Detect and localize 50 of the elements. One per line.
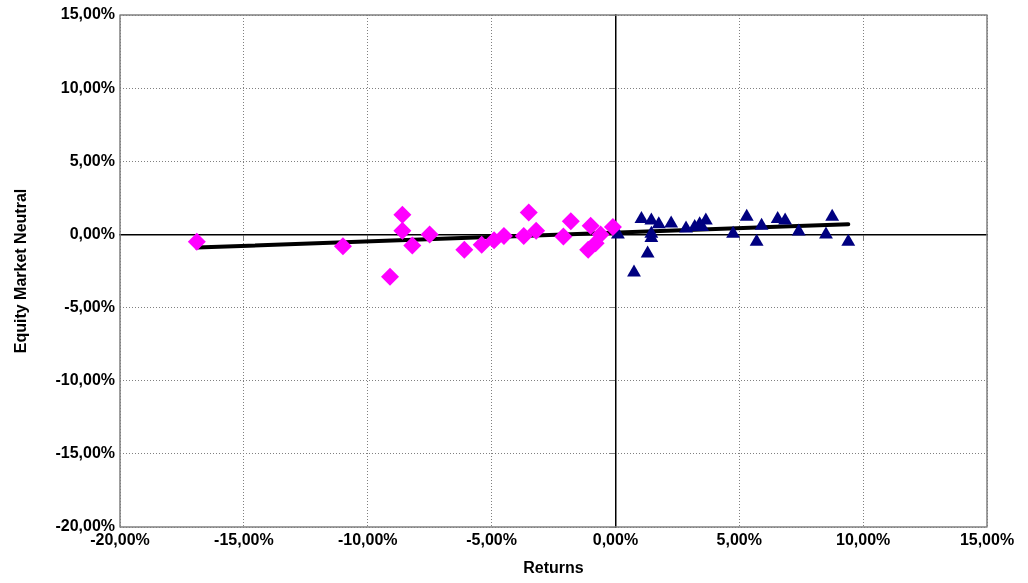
point [187,232,206,251]
point [527,221,546,240]
y-tick-label: 0,00% [69,224,115,242]
point [825,208,840,221]
x-tick-label: -10,00% [337,531,398,549]
point [778,212,793,225]
point [754,217,769,230]
x-axis-title: Returns [523,559,584,577]
point [819,226,833,239]
point [634,211,649,224]
point [603,218,622,237]
point [561,212,580,231]
y-tick-label: -10,00% [55,371,115,389]
point [554,227,573,246]
point [485,231,504,250]
point [472,235,491,254]
x-tick-label: 15,00% [959,531,1015,549]
y-tick-label: 10,00% [60,78,115,96]
point [679,220,693,233]
point [651,216,666,229]
point [664,215,679,228]
x-tick-label: 10,00% [836,531,891,549]
point [403,236,422,255]
point [841,233,856,246]
y-axis-title: Equity Market Neutral [12,188,30,354]
point [640,245,655,258]
point [749,233,764,246]
point [381,267,400,286]
point [514,226,533,245]
point [627,264,641,277]
y-tick-label: -15,00% [55,444,115,462]
point [519,203,538,222]
x-tick-label: -5,00% [466,531,517,549]
point [591,225,610,244]
x-tick-label: -15,00% [214,531,274,549]
point [739,208,754,221]
point [455,240,474,259]
point [420,225,439,244]
y-tick-label: 15,00% [60,5,115,23]
point [333,237,352,256]
point [791,223,806,236]
x-tick-label: 5,00% [716,531,762,549]
y-tick-label: 5,00% [69,151,115,169]
point [726,225,741,238]
point [393,221,412,240]
x-tick-label: 0,00% [592,531,639,549]
point [644,225,659,238]
point [393,205,412,224]
point [581,216,600,235]
y-tick-label: -5,00% [64,297,115,315]
